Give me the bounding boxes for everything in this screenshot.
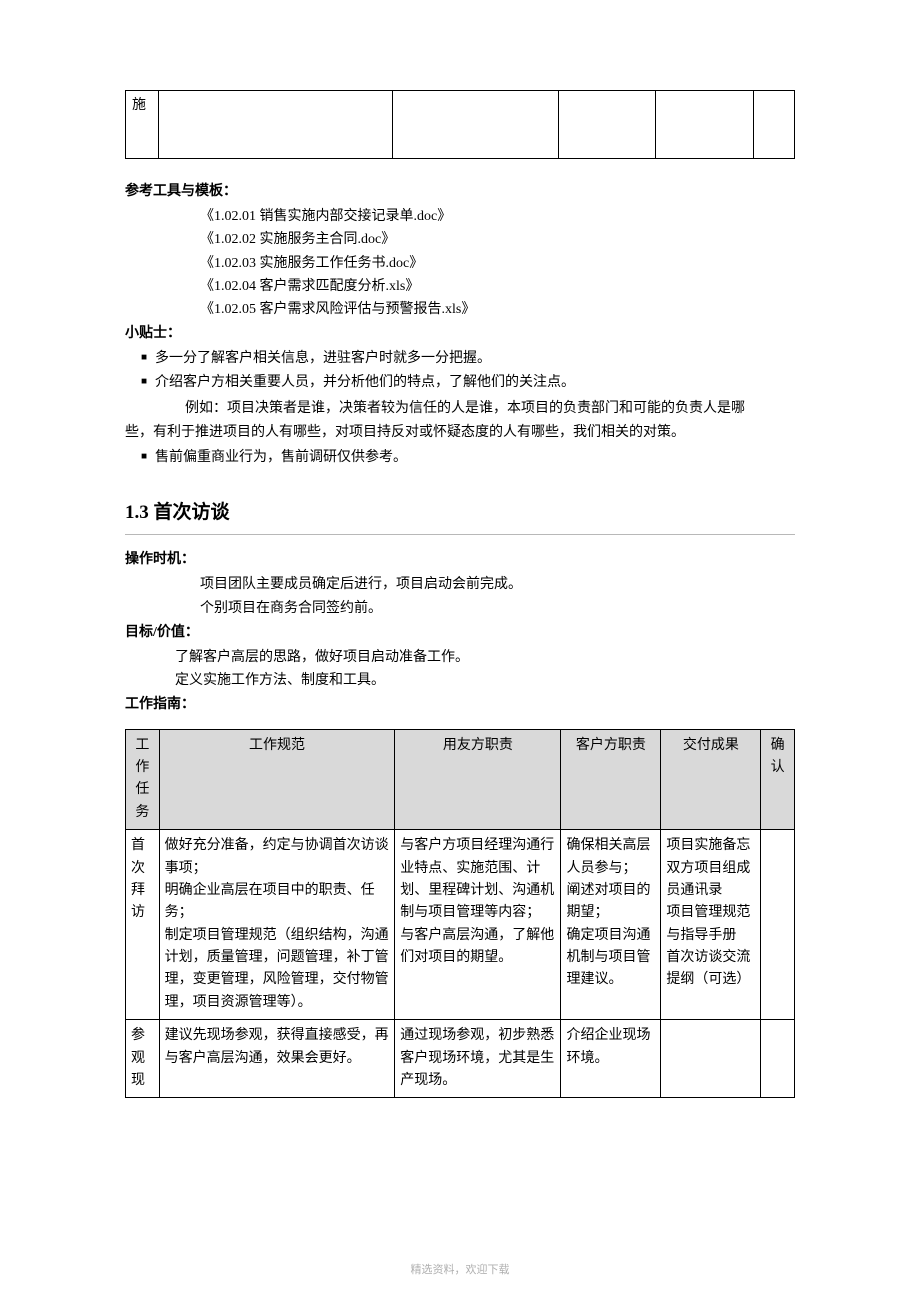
work-guide-table: 工作任务 工作规范 用友方职责 客户方职责 交付成果 确认 首次拜访 做好充分准… — [125, 729, 795, 1099]
table-cell: 建议先现场参观，获得直接感受，再与客户高层沟通，效果会更好。 — [159, 1020, 395, 1098]
tip-item: 介绍客户方相关重要人员，并分析他们的特点，了解他们的关注点。 — [141, 371, 795, 395]
table-header: 用友方职责 — [395, 729, 561, 830]
table-header: 工作规范 — [159, 729, 395, 830]
table-cell — [661, 1020, 761, 1098]
table-header: 客户方职责 — [561, 729, 661, 830]
timing-label: 操作时机： — [125, 549, 795, 571]
tool-item: 《1.02.04 客户需求匹配度分析.xls》 — [200, 275, 795, 298]
tips-list-2: 售前偏重商业行为，售前调研仅供参考。 — [125, 446, 795, 470]
divider — [125, 534, 795, 535]
tool-item: 《1.02.01 销售实施内部交接记录单.doc》 — [200, 205, 795, 228]
section-heading: 1.3 首次访谈 — [125, 498, 795, 528]
tips-label: 小贴士： — [125, 323, 795, 345]
table-cell: 首次拜访 — [126, 830, 160, 1020]
table-cell: 参观现 — [126, 1020, 160, 1098]
goal-item: 了解客户高层的思路，做好项目启动准备工作。 — [175, 646, 795, 669]
table-header: 工作任务 — [126, 729, 160, 830]
tip-item: 多一分了解客户相关信息，进驻客户时就多一分把握。 — [141, 347, 795, 371]
tip-item: 售前偏重商业行为，售前调研仅供参考。 — [141, 446, 795, 470]
table-cell — [656, 91, 753, 159]
tool-item: 《1.02.05 客户需求风险评估与预警报告.xls》 — [200, 298, 795, 321]
goal-list: 了解客户高层的思路，做好项目启动准备工作。 定义实施工作方法、制度和工具。 — [125, 646, 795, 692]
table-cell: 确保相关高层人员参与；阐述对项目的期望；确定项目沟通机制与项目管理建议。 — [561, 830, 661, 1020]
tools-list: 《1.02.01 销售实施内部交接记录单.doc》 《1.02.02 实施服务主… — [125, 205, 795, 320]
table-row: 参观现 建议先现场参观，获得直接感受，再与客户高层沟通，效果会更好。 通过现场参… — [126, 1020, 795, 1098]
table-cell: 与客户方项目经理沟通行业特点、实施范围、计划、里程碑计划、沟通机制与项目管理等内… — [395, 830, 561, 1020]
table-header: 交付成果 — [661, 729, 761, 830]
top-partial-table: 施 — [125, 90, 795, 159]
tip-example: 例如：项目决策者是谁，决策者较为信任的人是谁，本项目的负责部门和可能的负责人是哪 — [125, 397, 795, 422]
table-cell — [558, 91, 655, 159]
table-cell: 通过现场参观，初步熟悉客户现场环境，尤其是生产现场。 — [395, 1020, 561, 1098]
tool-item: 《1.02.02 实施服务主合同.doc》 — [200, 228, 795, 251]
timing-list: 项目团队主要成员确定后进行，项目启动会前完成。 个别项目在商务合同签约前。 — [125, 573, 795, 619]
table-header: 确认 — [761, 729, 795, 830]
tool-item: 《1.02.03 实施服务工作任务书.doc》 — [200, 252, 795, 275]
table-cell — [392, 91, 558, 159]
table-cell — [158, 91, 392, 159]
table-cell: 做好充分准备，约定与协调首次访谈事项；明确企业高层在项目中的职责、任务；制定项目… — [159, 830, 395, 1020]
table-row: 首次拜访 做好充分准备，约定与协调首次访谈事项；明确企业高层在项目中的职责、任务… — [126, 830, 795, 1020]
goal-label: 目标/价值： — [125, 622, 795, 644]
timing-item: 项目团队主要成员确定后进行，项目启动会前完成。 — [200, 573, 795, 596]
table-cell — [753, 91, 794, 159]
table-cell — [761, 830, 795, 1020]
page-footer: 精选资料，欢迎下载 — [0, 1262, 920, 1280]
goal-item: 定义实施工作方法、制度和工具。 — [175, 669, 795, 692]
table-cell: 项目实施备忘双方项目组成员通讯录项目管理规范与指导手册首次访谈交流提纲（可选） — [661, 830, 761, 1020]
tip-example-cont: 些，有利于推进项目的人有哪些，对项目持反对或怀疑态度的人有哪些，我们相关的对策。 — [125, 421, 795, 446]
timing-item: 个别项目在商务合同签约前。 — [200, 597, 795, 620]
tips-list: 多一分了解客户相关信息，进驻客户时就多一分把握。 介绍客户方相关重要人员，并分析… — [125, 347, 795, 395]
guide-label: 工作指南： — [125, 694, 795, 716]
table-cell: 介绍企业现场环境。 — [561, 1020, 661, 1098]
tools-label: 参考工具与模板： — [125, 181, 795, 203]
table-cell — [761, 1020, 795, 1098]
table-cell: 施 — [126, 91, 159, 159]
